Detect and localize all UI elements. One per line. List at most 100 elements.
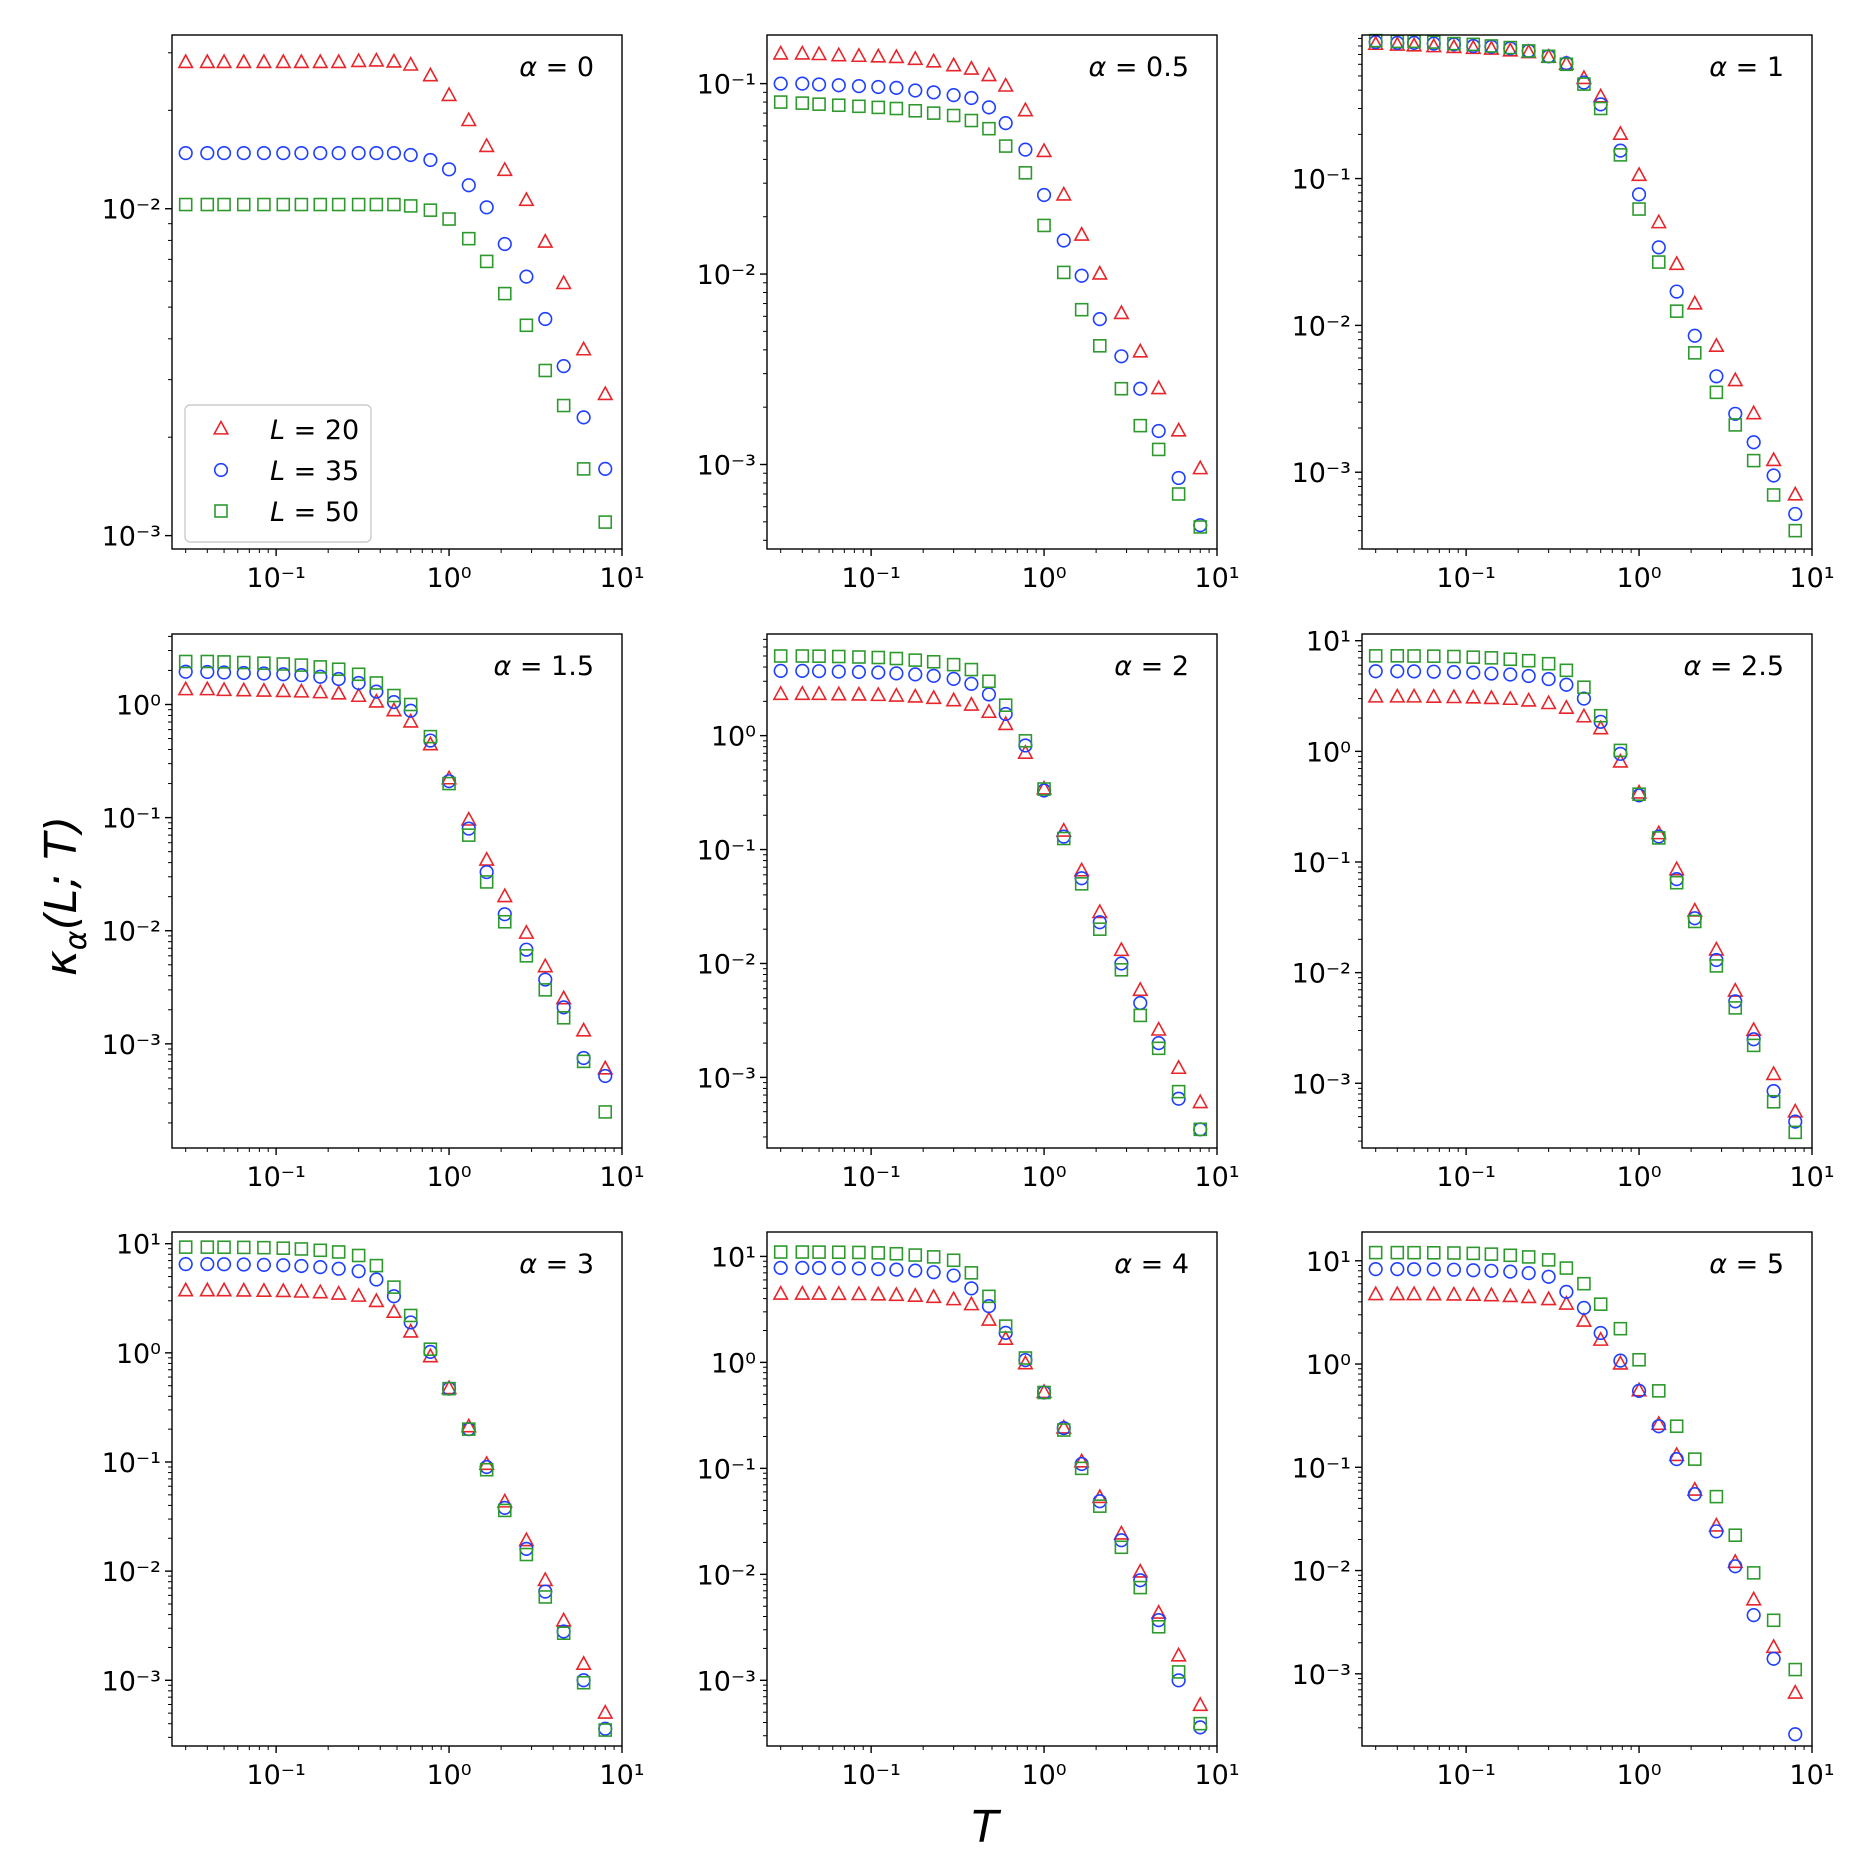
- y-axis-label-sub: α: [59, 930, 94, 950]
- data-point: [199, 680, 216, 696]
- plot-area: [1367, 1245, 1804, 1742]
- data-point: [1766, 1083, 1781, 1099]
- data-point: [852, 1245, 866, 1260]
- data-point: [795, 96, 810, 110]
- data-point: [1192, 459, 1209, 475]
- x-tick-label: 10¹: [1789, 1760, 1834, 1791]
- data-point: [1092, 915, 1107, 930]
- data-point: [1503, 667, 1518, 682]
- data-point: [1367, 687, 1384, 703]
- data-point: [1170, 1646, 1187, 1662]
- y-tick-label: 10⁻¹: [697, 1454, 756, 1485]
- data-point: [1465, 39, 1482, 55]
- data-point: [831, 78, 846, 93]
- minor-ticks: [1358, 645, 1805, 1152]
- data-point: [178, 145, 193, 161]
- data-point: [889, 651, 904, 666]
- data-point: [576, 1054, 591, 1069]
- data-point: [1465, 1286, 1482, 1301]
- data-point: [945, 56, 962, 72]
- x-tick-label: 10¹: [599, 1162, 644, 1193]
- data-point: [312, 1283, 329, 1299]
- data-point: [294, 145, 309, 161]
- data-point: [889, 666, 904, 681]
- data-point: [773, 95, 788, 109]
- data-point: [331, 1261, 346, 1276]
- data-point: [294, 1258, 309, 1274]
- data-point: [1390, 649, 1405, 663]
- data-point: [830, 685, 847, 701]
- data-point: [1632, 787, 1646, 801]
- data-point: [1133, 1573, 1148, 1588]
- data-point: [256, 145, 272, 161]
- data-point: [998, 698, 1013, 712]
- y-tick-label: 10⁰: [116, 1339, 161, 1370]
- data-point: [1728, 1528, 1743, 1543]
- data-point: [1171, 1665, 1186, 1679]
- data-point: [810, 685, 828, 701]
- data-point: [982, 121, 996, 136]
- panel-title: α = 0.5: [1088, 52, 1189, 83]
- y-tick-label: 10⁻³: [102, 1666, 161, 1697]
- data-point: [1426, 1245, 1441, 1260]
- data-point: [403, 697, 418, 712]
- data-point: [598, 461, 613, 476]
- data-point: [403, 1315, 418, 1330]
- data-point: [538, 363, 553, 378]
- x-tick-label: 10⁻¹: [1436, 1162, 1495, 1193]
- data-point: [1055, 821, 1072, 837]
- data-point: [442, 776, 456, 791]
- y-tick-label: 10¹: [711, 1242, 756, 1273]
- series-L-35: [1368, 664, 1803, 1129]
- data-point: [1687, 911, 1702, 926]
- data-point: [946, 88, 961, 103]
- data-point: [537, 233, 554, 248]
- y-tick-label: 10⁻²: [102, 917, 161, 948]
- y-tick-label: 10⁻²: [102, 1557, 161, 1588]
- data-point: [1787, 1683, 1804, 1699]
- data-point: [925, 1288, 942, 1304]
- legend-marker: [213, 462, 229, 478]
- data-point: [1687, 914, 1702, 929]
- data-point: [963, 1295, 980, 1311]
- data-point: [964, 1281, 979, 1296]
- data-point: [889, 80, 904, 95]
- data-point: [1575, 69, 1593, 85]
- data-point: [1056, 1423, 1071, 1437]
- data-point: [1074, 268, 1089, 283]
- data-point: [1577, 1276, 1591, 1291]
- data-point: [1114, 962, 1129, 977]
- data-point: [1521, 1265, 1536, 1281]
- x-tick-label: 10⁻¹: [246, 1760, 305, 1791]
- data-point: [908, 103, 923, 118]
- data-point: [293, 1282, 310, 1298]
- data-point: [1446, 665, 1462, 680]
- y-tick-label: 10⁰: [1306, 1350, 1351, 1381]
- data-point: [402, 712, 419, 728]
- data-point: [1484, 1247, 1499, 1261]
- x-tick-label: 10⁰: [426, 1760, 471, 1791]
- data-point: [1669, 875, 1684, 890]
- data-point: [350, 1287, 367, 1302]
- data-point: [1073, 861, 1090, 877]
- data-point: [926, 668, 941, 683]
- data-point: [538, 983, 553, 997]
- data-point: [1132, 981, 1149, 997]
- data-point: [461, 828, 476, 842]
- data-point: [870, 1285, 887, 1301]
- data-point: [215, 53, 233, 69]
- panel-alpha-5: 10⁻¹ 10⁰ 10¹ 10⁻³ 10⁻² 10⁻¹ 10⁰ 10¹ α = 5: [1292, 1231, 1835, 1791]
- data-point: [217, 655, 231, 669]
- minor-ticks: [1358, 1265, 1805, 1750]
- data-point: [1368, 1245, 1383, 1260]
- data-point: [1407, 649, 1421, 663]
- data-point: [851, 664, 867, 680]
- data-point: [385, 52, 403, 68]
- series-L-35: [178, 1257, 613, 1736]
- data-point: [1521, 44, 1536, 58]
- series-L-50: [773, 649, 1208, 1137]
- data-point: [369, 1258, 384, 1273]
- data-point: [980, 1311, 998, 1326]
- data-point: [200, 197, 215, 212]
- data-point: [1037, 1385, 1051, 1400]
